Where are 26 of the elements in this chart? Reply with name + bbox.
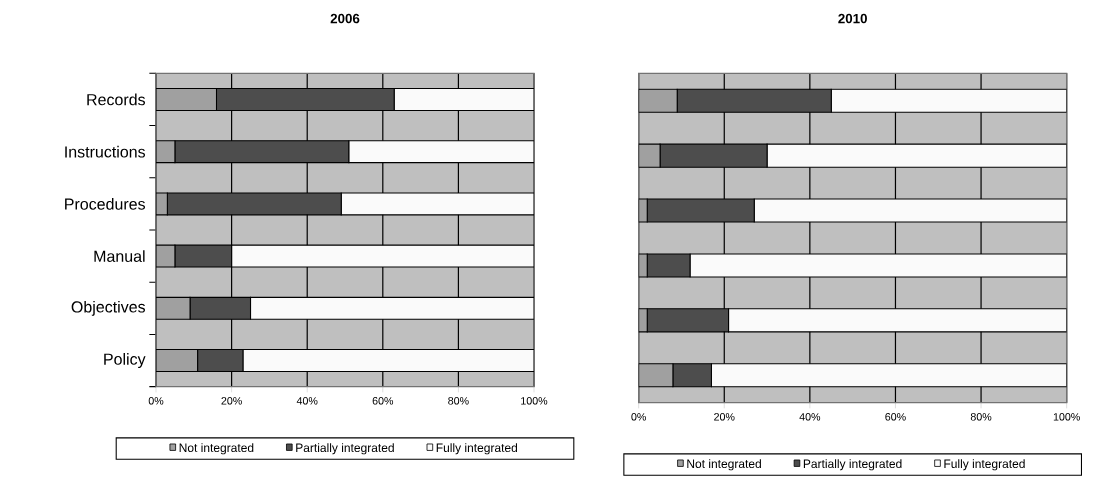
chart-title: 2010 xyxy=(838,13,867,24)
x-tick-label: 60% xyxy=(885,413,906,421)
legend-label: Not integrated xyxy=(687,459,761,471)
x-tick-label: 80% xyxy=(970,413,992,421)
x-tick-label: 0% xyxy=(148,397,164,405)
legend-label: Fully integrated xyxy=(436,443,518,455)
x-tick-label: 40% xyxy=(799,413,821,421)
x-tick-label: 20% xyxy=(714,413,735,421)
y-tick-label: Objectives xyxy=(71,300,146,316)
y-tick-label: Records xyxy=(87,93,146,106)
x-tick-label: 20% xyxy=(221,397,242,405)
x-tick-label: 0% xyxy=(631,413,646,421)
x-tick-label: 80% xyxy=(448,397,469,405)
y-tick-label: Procedures xyxy=(65,198,146,210)
y-tick-label: Policy xyxy=(104,353,146,369)
y-tick-label: Instructions xyxy=(65,145,146,158)
chart-title: 2006 xyxy=(330,13,360,24)
y-tick-label: Manual xyxy=(94,250,145,262)
x-tick-label: 40% xyxy=(296,397,318,405)
x-tick-label: 100% xyxy=(521,397,548,405)
legend-label: Partially integrated xyxy=(296,443,394,455)
legend-label: Fully integrated xyxy=(944,459,1025,471)
legend-label: Not integrated xyxy=(179,443,254,455)
x-tick-label: 100% xyxy=(1053,413,1080,421)
x-tick-label: 60% xyxy=(372,397,394,405)
legend-label: Partially integrated xyxy=(803,459,902,471)
